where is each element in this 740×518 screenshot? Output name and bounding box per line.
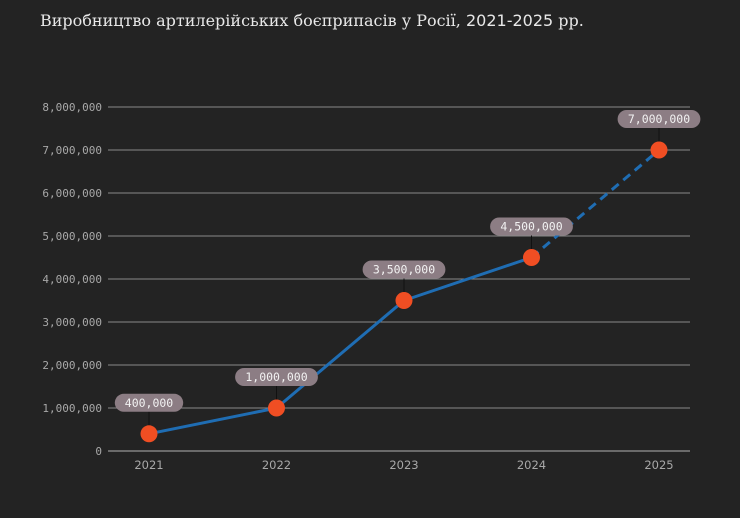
title-main: Виробництво артилерійських боєприпасів у… (40, 11, 461, 30)
y-tick-label: 6,000,000 (42, 187, 102, 200)
x-tick-label: 2021 (134, 458, 163, 472)
data-point (395, 292, 413, 309)
data-label-bg (235, 368, 318, 386)
data-label: 3,500,000 (373, 263, 435, 277)
data-label: 4,500,000 (500, 220, 562, 234)
data-label-bg (362, 260, 446, 279)
x-tick-label: 2025 (644, 458, 673, 472)
title-suffix: рр. (558, 11, 584, 30)
title-years: 2021-2025 (465, 11, 554, 30)
y-tick-label: 5,000,000 (42, 230, 102, 243)
chart-title: Виробництво артилерійських боєприпасів у… (40, 11, 584, 30)
y-tick-label: 2,000,000 (42, 359, 102, 372)
data-point (140, 425, 158, 443)
data-label: 7,000,000 (628, 112, 690, 126)
y-tick-label: 7,000,000 (42, 144, 102, 157)
x-tick-label: 2022 (262, 458, 291, 472)
series-line (148, 256, 532, 436)
series-line-projected (530, 148, 660, 259)
data-point (268, 399, 285, 417)
y-tick-label: 4,000,000 (42, 273, 102, 286)
x-tick-label: 2023 (389, 458, 418, 472)
y-tick-label: 0 (95, 445, 102, 458)
data-label: 400,000 (125, 396, 174, 410)
data-label: 1,000,000 (245, 370, 307, 384)
x-tick-label: 2024 (517, 458, 546, 472)
data-label-bg (490, 217, 573, 236)
y-tick-label: 1,000,000 (42, 402, 102, 415)
data-point (523, 249, 540, 266)
data-label-bg (617, 110, 701, 128)
data-point (650, 141, 668, 159)
y-tick-label: 3,000,000 (42, 316, 102, 329)
y-tick-label: 8,000,000 (42, 101, 102, 114)
data-label-bg (114, 393, 184, 412)
